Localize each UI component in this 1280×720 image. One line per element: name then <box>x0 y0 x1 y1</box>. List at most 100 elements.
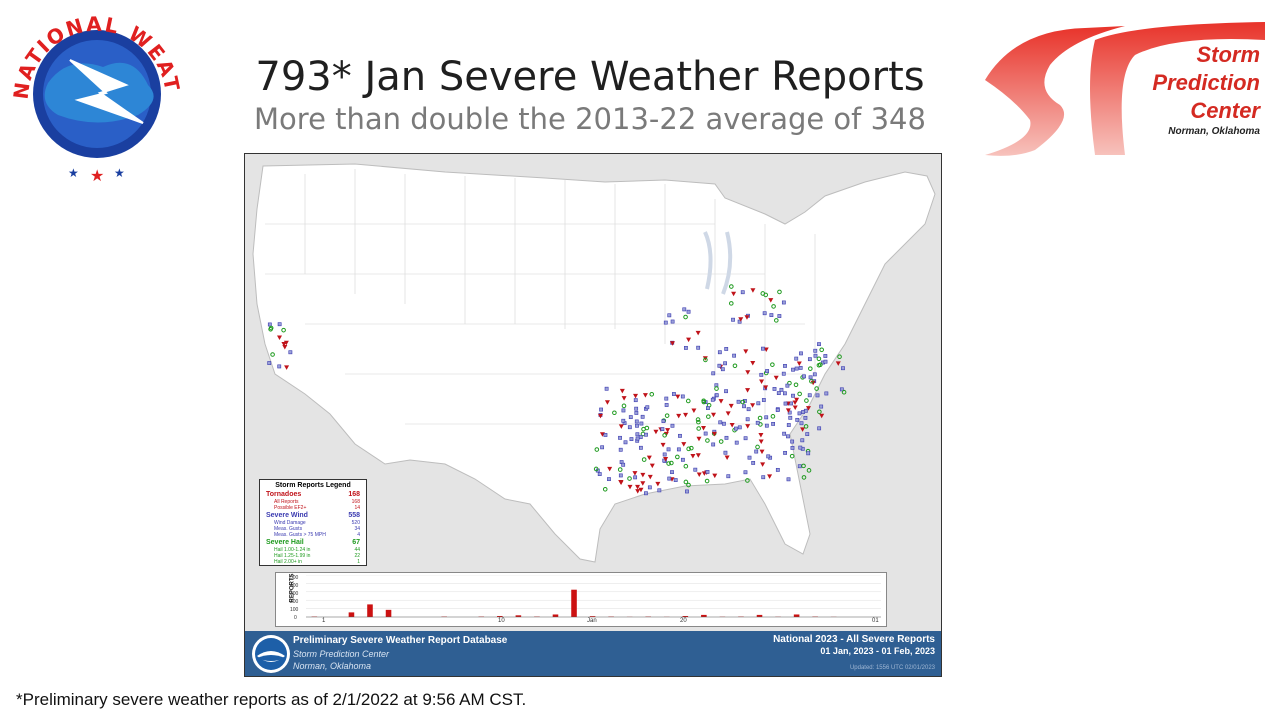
hail-report-marker <box>740 399 746 405</box>
svg-text:★: ★ <box>90 168 104 183</box>
histogram-ytick: 300 <box>290 591 299 597</box>
wind-report-marker <box>813 353 818 358</box>
wind-report-marker <box>720 367 725 372</box>
hail-report-marker <box>701 398 706 404</box>
wind-report-marker <box>794 366 799 371</box>
tornado-report-marker <box>660 442 666 448</box>
wind-report-marker <box>621 462 626 467</box>
wind-report-marker <box>724 389 728 394</box>
legend-hail2-label: Hail 1.25-1.99 in <box>274 553 311 559</box>
wind-report-marker <box>795 417 800 422</box>
legend-all-reports-label: All Reports <box>274 499 299 505</box>
wind-report-marker <box>705 470 710 474</box>
wind-report-marker <box>731 317 735 322</box>
wind-report-marker <box>726 474 731 479</box>
wind-report-marker <box>766 454 771 459</box>
tornado-report-marker <box>283 340 289 346</box>
spc-logo-line3: Center <box>1190 98 1261 123</box>
tornado-report-marker <box>738 317 744 322</box>
wind-report-marker <box>267 322 272 327</box>
wind-report-marker <box>618 435 622 440</box>
wind-report-marker <box>813 348 818 353</box>
wind-report-marker <box>746 407 751 412</box>
tornado-report-marker <box>640 472 646 478</box>
wind-report-marker <box>743 470 748 475</box>
wind-report-marker <box>740 290 745 295</box>
wind-report-marker <box>703 431 708 436</box>
wind-report-marker <box>664 396 669 401</box>
tornado-report-marker <box>618 424 624 429</box>
legend-wind-label: Severe Wind <box>266 512 308 519</box>
tornado-report-marker <box>284 365 290 370</box>
wind-report-marker <box>717 350 722 355</box>
histogram-bar <box>367 604 373 617</box>
tornado-report-marker <box>681 442 687 447</box>
wind-report-marker <box>676 447 681 452</box>
wind-report-marker <box>802 374 806 379</box>
legend-ef2-label: Possible EF2+ <box>274 505 307 511</box>
hail-report-marker <box>706 414 711 419</box>
legend: Storm Reports Legend Tornadoes 168 All R… <box>259 479 367 566</box>
hail-report-marker <box>818 362 823 367</box>
tornado-report-marker <box>794 397 800 403</box>
tornado-report-marker <box>763 385 769 390</box>
tornado-report-marker <box>695 330 701 336</box>
histogram-xtick: 01 <box>872 618 879 624</box>
legend-hail1-label: Hail 1.00-1.24 in <box>274 547 311 553</box>
wind-report-marker <box>755 420 760 425</box>
tornado-report-marker <box>695 453 701 458</box>
wind-report-marker <box>734 440 739 445</box>
tornado-report-marker <box>691 408 697 414</box>
slide-subtitle: More than double the 2013-22 average of … <box>254 102 926 136</box>
tornado-report-marker <box>745 424 751 429</box>
wind-report-marker <box>765 369 770 373</box>
histogram-bar <box>348 612 355 617</box>
wind-report-marker <box>628 415 633 420</box>
wind-report-marker <box>666 447 671 452</box>
histogram-bar <box>497 615 503 617</box>
tornado-report-marker <box>281 341 287 347</box>
wind-report-marker <box>597 472 602 476</box>
wind-report-marker <box>779 387 784 392</box>
wind-report-marker <box>769 313 774 317</box>
band-title: Preliminary Severe Weather Report Databa… <box>293 635 508 646</box>
tornado-report-marker <box>282 344 288 350</box>
wind-report-marker <box>634 419 639 424</box>
hail-report-marker <box>627 476 632 481</box>
legend-hail3-label: Hail 2.00+ in <box>274 559 302 565</box>
hail-report-marker <box>771 304 776 309</box>
wind-report-marker <box>775 408 780 412</box>
hail-report-marker <box>617 467 623 472</box>
hail-report-marker <box>801 463 806 469</box>
hail-report-marker <box>745 478 750 483</box>
wind-report-marker <box>799 421 804 426</box>
wind-report-marker <box>710 397 715 402</box>
wind-report-marker <box>599 407 603 412</box>
tornado-report-marker <box>619 388 625 394</box>
wind-report-marker <box>819 404 824 409</box>
wind-report-marker <box>696 345 701 350</box>
hail-report-marker <box>685 398 691 404</box>
hail-report-marker <box>789 453 795 459</box>
hail-report-marker <box>808 366 813 371</box>
tornado-report-marker <box>604 400 610 405</box>
tornado-report-marker <box>744 315 750 320</box>
wind-report-marker <box>724 435 729 440</box>
wind-report-marker <box>781 300 786 305</box>
histogram-bar <box>682 615 689 617</box>
wind-report-marker <box>764 415 769 420</box>
wind-report-marker <box>841 366 845 371</box>
wind-report-marker <box>786 423 791 427</box>
wind-report-marker <box>783 450 787 455</box>
wind-report-marker <box>660 427 665 432</box>
histogram-ytick: 400 <box>290 583 299 589</box>
hail-report-marker <box>774 318 779 323</box>
wind-report-marker <box>734 426 738 431</box>
tornado-report-marker <box>669 341 675 346</box>
wind-report-marker <box>743 436 748 441</box>
hail-report-marker <box>837 354 842 359</box>
wind-report-marker <box>797 464 802 469</box>
wind-report-marker <box>640 414 645 419</box>
legend-wind-count: 558 <box>348 512 360 519</box>
wind-report-marker <box>639 421 644 426</box>
